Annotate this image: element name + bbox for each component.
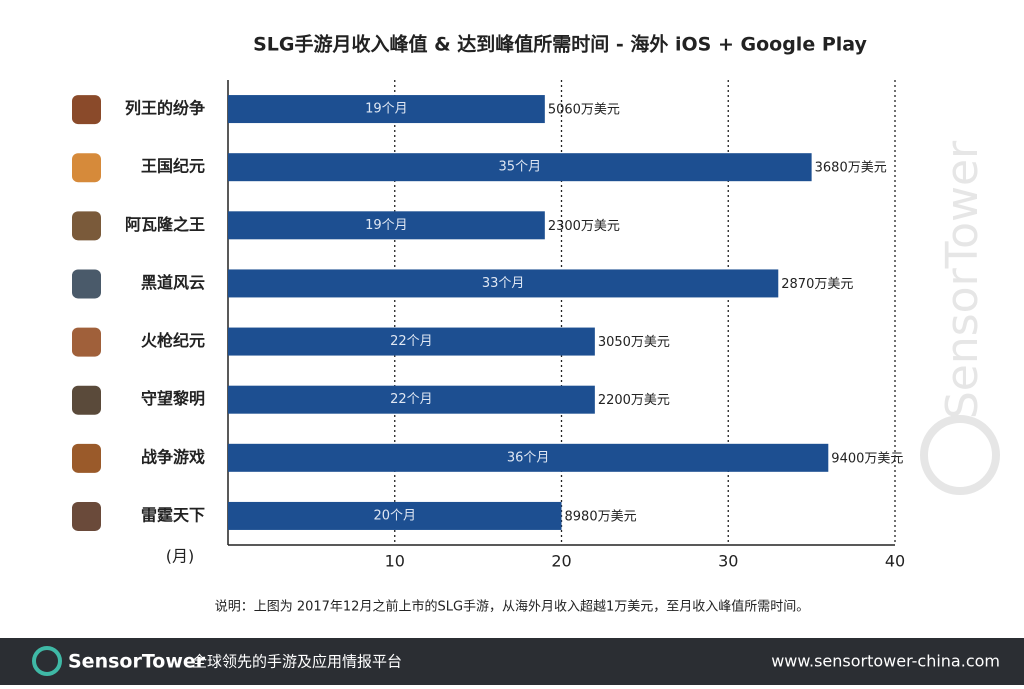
- footer-url: www.sensortower-china.com: [771, 652, 1000, 671]
- watermark-logo: [920, 415, 1000, 495]
- x-tick-label: 30: [718, 552, 738, 571]
- x-tick-label: 40: [885, 552, 905, 571]
- revenue-label: 2200万美元: [598, 393, 670, 408]
- app-icon: [72, 211, 101, 241]
- revenue-label: 3680万美元: [815, 161, 887, 176]
- bar: [228, 501, 562, 530]
- bar-label: 35个月: [499, 160, 542, 175]
- bar-label: 22个月: [390, 334, 433, 349]
- app-icon: [72, 153, 101, 183]
- x-tick-label: 20: [551, 552, 571, 571]
- app-icon: [72, 501, 101, 531]
- app-icon: [72, 443, 101, 473]
- watermark: SensorTower: [937, 140, 988, 419]
- bar-label: 33个月: [482, 276, 525, 291]
- footer-brand: SensorTower: [68, 651, 206, 673]
- bar: [228, 211, 545, 240]
- bar-label: 20个月: [373, 508, 416, 523]
- bar: [228, 443, 829, 472]
- revenue-label: 8980万美元: [565, 509, 637, 524]
- footer-logo: [32, 646, 62, 676]
- revenue-label: 3050万美元: [598, 335, 670, 350]
- bar-label: 22个月: [390, 392, 433, 407]
- y-tick-label: 阿瓦隆之王: [125, 215, 205, 234]
- revenue-label: 5060万美元: [548, 103, 620, 118]
- app-icon: [72, 327, 101, 357]
- bar-label: 19个月: [365, 102, 408, 117]
- bar-label: 36个月: [507, 450, 550, 465]
- revenue-label: 2870万美元: [781, 277, 853, 292]
- bar: [228, 385, 595, 414]
- x-axis-label: (月): [166, 547, 195, 566]
- revenue-label: 2300万美元: [548, 219, 620, 234]
- y-tick-label: 雷霆天下: [141, 505, 205, 524]
- app-icon: [72, 269, 101, 299]
- y-tick-label: 战争游戏: [141, 447, 205, 466]
- y-tick-label: 黑道风云: [141, 273, 205, 292]
- app-icon: [72, 385, 101, 415]
- bar: [228, 269, 779, 298]
- y-tick-label: 列王的纷争: [125, 99, 205, 118]
- chart-title: SLG手游月收入峰值 & 达到峰值所需时间 - 海外 iOS + Google …: [253, 33, 867, 56]
- x-tick-label: 10: [385, 552, 405, 571]
- bar: [228, 95, 545, 124]
- bar: [228, 327, 595, 356]
- bar-label: 19个月: [365, 218, 408, 233]
- bar: [228, 153, 812, 182]
- footer-slogan: 全球领先的手游及应用情报平台: [192, 653, 402, 671]
- y-tick-label: 王国纪元: [141, 157, 205, 176]
- app-icon: [72, 95, 101, 125]
- y-tick-label: 守望黎明: [141, 389, 205, 408]
- revenue-label: 9400万美元: [831, 451, 903, 466]
- y-tick-label: 火枪纪元: [141, 331, 205, 350]
- note: 说明：上图为 2017年12月之前上市的SLG手游，从海外月收入超越1万美元，至…: [215, 599, 810, 615]
- footer-bar: [0, 638, 1024, 685]
